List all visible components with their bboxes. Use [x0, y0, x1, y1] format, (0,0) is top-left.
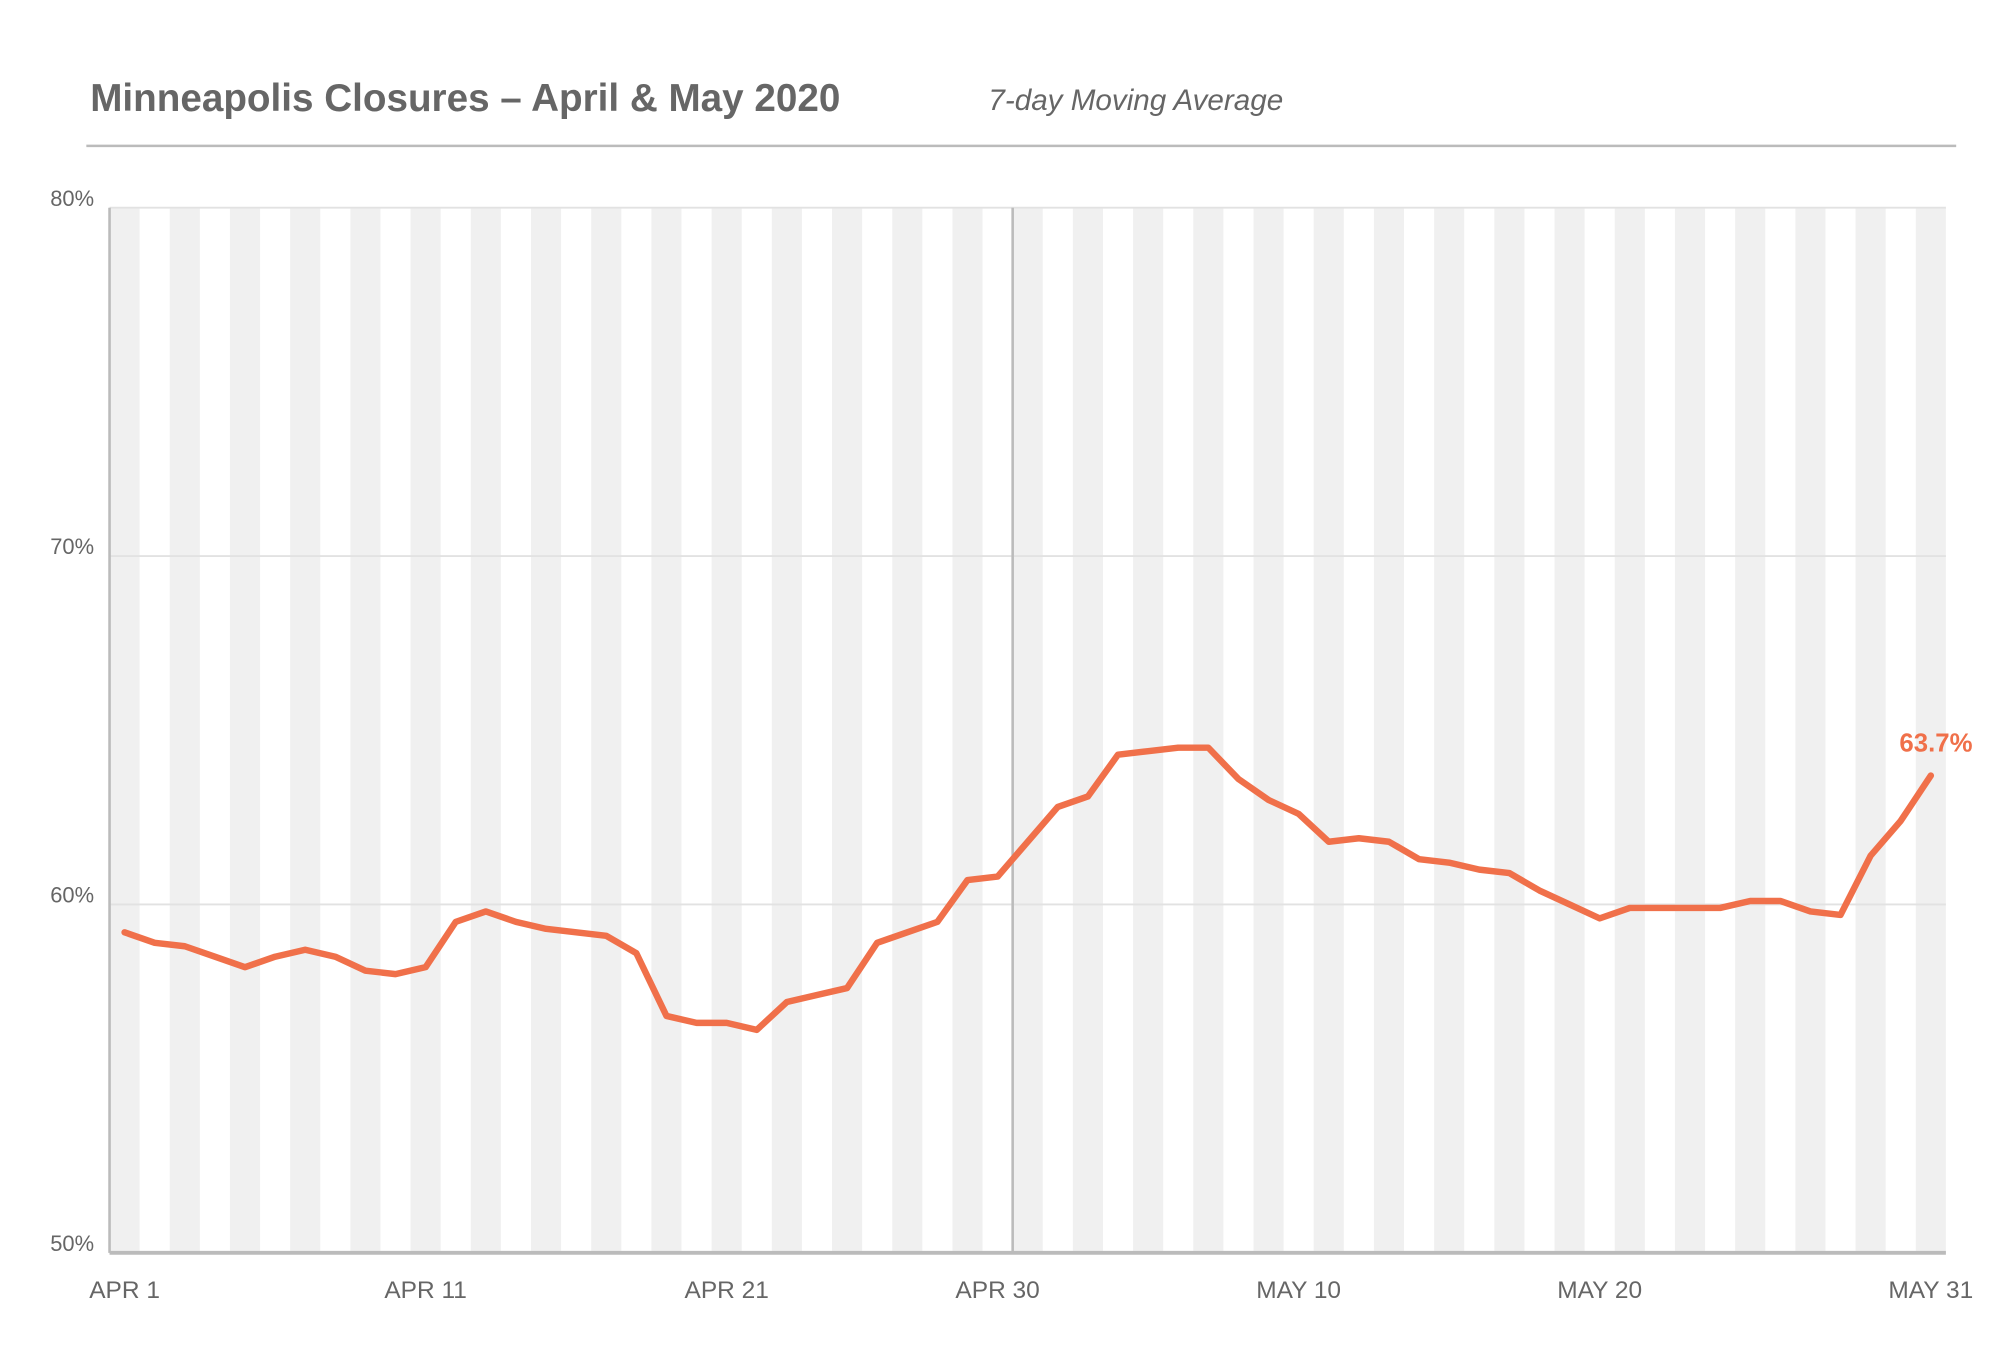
chart-title: Minneapolis Closures – April & May 2020: [90, 77, 840, 120]
day-stripe: [1012, 207, 1043, 1253]
day-stripe: [1253, 207, 1284, 1253]
day-stripe: [1434, 207, 1465, 1253]
chart-subtitle: 7-day Moving Average: [988, 84, 1283, 117]
y-tick-label: 50%: [50, 1231, 94, 1256]
day-stripe: [1915, 207, 1946, 1253]
day-stripe: [470, 207, 501, 1253]
day-stripe: [530, 207, 562, 1253]
grid: 50% 60% 70% 80% APR 1 APR 11 APR 21 APR 30 MAY 1…: [50, 186, 1973, 1304]
y-tick-label: 80%: [50, 186, 94, 211]
day-stripe: [1193, 207, 1224, 1253]
day-stripe: [1795, 207, 1826, 1253]
x-tick-label: APR 1: [89, 1277, 160, 1304]
day-stripe: [350, 207, 381, 1253]
x-tick-label: APR 30: [955, 1277, 1039, 1304]
day-stripe: [1674, 207, 1706, 1253]
value-label: 63.7%: [1899, 729, 1972, 757]
x-tick-label: MAY 31: [1888, 1277, 1973, 1304]
day-stripe: [771, 207, 802, 1253]
day-stripe: [1072, 207, 1103, 1253]
y-tick-label: 70%: [50, 534, 94, 559]
day-stripe: [651, 207, 682, 1253]
day-stripe: [290, 207, 321, 1253]
day-stripe: [591, 207, 622, 1253]
day-stripe: [832, 207, 863, 1253]
day-stripe: [1133, 207, 1164, 1253]
day-stripe: [1313, 207, 1344, 1253]
day-stripe: [1554, 207, 1585, 1253]
day-stripe: [1494, 207, 1525, 1253]
day-stripe: [892, 207, 923, 1253]
day-stripe: [1614, 207, 1645, 1253]
day-stripe: [711, 207, 742, 1253]
marks: 63.7%: [121, 729, 1973, 1034]
day-stripe: [169, 207, 200, 1253]
x-tick-label: MAY 10: [1256, 1277, 1341, 1304]
x-tick-label: APR 21: [685, 1277, 769, 1304]
day-stripe: [1855, 207, 1886, 1253]
day-stripes: [109, 207, 1946, 1253]
day-stripe: [410, 207, 441, 1253]
y-tick-label: 60%: [50, 883, 94, 908]
day-stripe: [1373, 207, 1405, 1253]
day-stripe: [952, 207, 983, 1253]
day-stripe: [109, 207, 140, 1253]
x-tick-label: MAY 20: [1557, 1277, 1642, 1304]
data-line: [121, 744, 1935, 1034]
x-tick-label: APR 11: [384, 1277, 467, 1304]
day-stripe: [1735, 207, 1766, 1253]
day-stripe: [229, 207, 261, 1253]
